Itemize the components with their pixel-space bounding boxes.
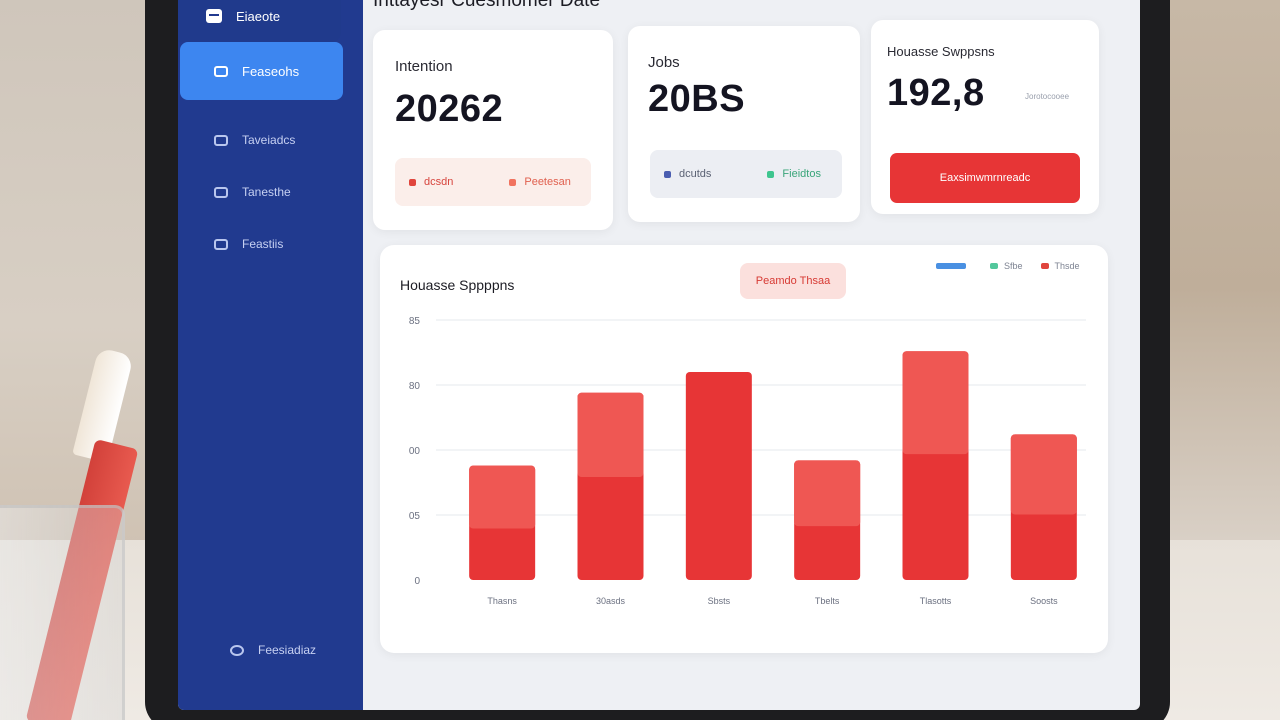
sidebar: Eiaeote Feaseohs Taveiadcs Tanesthe Feas… (178, 0, 363, 710)
chart-legend: Sfbe Thsde (936, 261, 1080, 271)
bar-upper-segment (794, 460, 861, 527)
sidebar-item-label: Feaseohs (242, 63, 300, 79)
card-value: 20BS (648, 78, 746, 120)
primary-action-button[interactable]: Eaxsimwmrnreadc (890, 153, 1080, 203)
bar-upper-segment (1010, 434, 1077, 515)
sidebar-item-3[interactable]: Feastiis (214, 230, 283, 258)
pill-label: dcsdn (424, 176, 454, 188)
card-note: Jorotocooee (1025, 92, 1070, 101)
x-tick-label: Tlasotts (920, 596, 952, 606)
status-dot-icon (409, 178, 416, 186)
chart-filter-badge[interactable]: Peamdo Thsaa (740, 263, 846, 299)
x-tick-label: 30asds (596, 596, 626, 606)
sidebar-settings[interactable]: Feesiadiaz (230, 636, 316, 664)
legend-item[interactable]: Thsde (1040, 261, 1080, 271)
status-dot-icon (767, 170, 775, 178)
legend-swatch (1040, 263, 1049, 269)
sidebar-item-label: Taveiadcs (242, 133, 296, 147)
sidebar-item-label: Feastiis (242, 237, 284, 251)
list-icon (214, 186, 228, 198)
status-dot-icon (664, 170, 671, 178)
pencil-cup (0, 505, 125, 720)
y-tick-label: 80 (409, 381, 421, 392)
chat-icon (214, 238, 228, 250)
legend-swatch (990, 263, 998, 269)
bar[interactable] (685, 372, 752, 580)
dashboard-screen: Eiaeote Feaseohs Taveiadcs Tanesthe Feas… (178, 0, 1140, 710)
legend-label: Sfbe (1004, 261, 1023, 271)
card-label: Intention (395, 58, 453, 75)
y-tick-label: 0 (414, 576, 420, 587)
bar-upper-segment (469, 465, 536, 529)
sidebar-item-2[interactable]: Tanesthe (214, 178, 291, 206)
sidebar-settings-label: Feesiadiaz (258, 643, 317, 657)
inbox-icon (214, 65, 228, 77)
bar-chart: 0 05 00 80 85 Thasns 30asds Sbsts Tbelts Tlasotts… (409, 316, 1086, 606)
card-value: 192,8 (887, 72, 985, 114)
chart-panel: Houasse Sppppns Peamdo Thsaa Sfbe Thsde … (380, 245, 1108, 653)
settings-icon (230, 644, 244, 656)
y-tick-label: 85 (409, 316, 421, 327)
chart-title: Houasse Sppppns (400, 277, 515, 293)
pill-label: Fieidtos (782, 168, 821, 180)
building-icon (206, 9, 222, 23)
sidebar-brand-label: Eiaeote (236, 8, 281, 24)
legend-item[interactable] (936, 263, 972, 269)
page-title: Inttayesr Cuesmomer Date (373, 0, 601, 11)
sidebar-item-label: Tanesthe (242, 185, 291, 199)
x-tick-label: Tbelts (815, 596, 840, 606)
bar-upper-segment (577, 392, 644, 478)
sidebar-brand[interactable]: Eiaeote (178, 0, 341, 42)
y-tick-label: 00 (409, 446, 421, 457)
legend-label: Thsde (1054, 261, 1080, 271)
y-tick-label: 05 (409, 511, 421, 522)
sidebar-item-1[interactable]: Taveiadcs (214, 126, 295, 154)
monitor-icon (214, 134, 228, 146)
card-pill-group[interactable]: dcutds Fieidtos (650, 150, 842, 198)
card-label: Houasse Swppsns (887, 44, 995, 59)
x-tick-label: Thasns (487, 596, 517, 606)
sidebar-item-active[interactable]: Feaseohs (180, 42, 343, 100)
card-value: 20262 (395, 88, 504, 130)
pill-label: dcutds (679, 168, 712, 180)
stat-card-intention: Intention 20262 dcsdn Peetesan (373, 30, 613, 230)
stat-card-jobs: Jobs 20BS dcutds Fieidtos (628, 26, 860, 222)
x-tick-label: Soosts (1030, 596, 1058, 606)
card-label: Jobs (648, 54, 680, 71)
pill-label: Peetesan (524, 176, 571, 188)
card-pill-group[interactable]: dcsdn Peetesan (395, 158, 591, 206)
x-tick-label: Sbsts (708, 596, 731, 606)
legend-swatch (936, 263, 966, 269)
status-dot-icon (509, 178, 517, 186)
legend-item[interactable]: Sfbe (990, 261, 1023, 271)
bar-upper-segment (902, 351, 969, 455)
